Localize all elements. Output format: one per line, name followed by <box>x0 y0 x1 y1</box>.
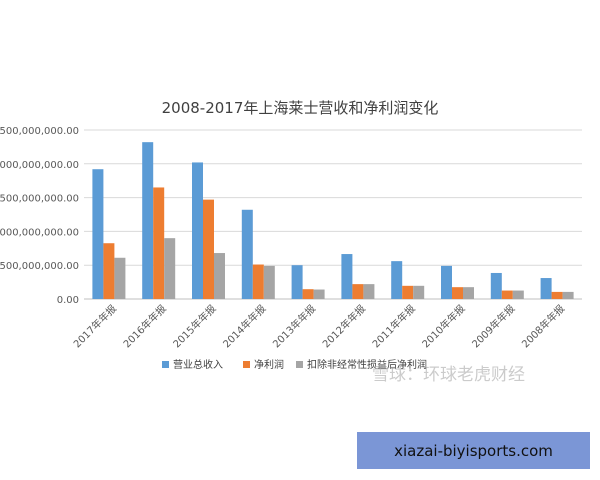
bar <box>103 243 115 299</box>
watermark: 雪球：环球老虎财经 <box>372 365 525 385</box>
legend-swatch <box>296 361 303 368</box>
bar <box>203 199 214 299</box>
bar <box>501 290 513 299</box>
bar <box>562 291 574 299</box>
x-tick-label: 2017年年报 <box>71 302 119 350</box>
bar <box>192 162 203 299</box>
bar <box>153 187 165 299</box>
y-tick-label: 0.00 <box>57 295 79 306</box>
x-tick-label: 2008年年报 <box>519 302 567 350</box>
bar <box>363 284 375 299</box>
legend-label: 净利润 <box>254 358 284 371</box>
legend-swatch <box>243 361 250 368</box>
bar <box>302 289 314 299</box>
bar <box>263 265 275 299</box>
x-tick-label: 2012年年报 <box>320 302 368 350</box>
bar <box>452 287 463 299</box>
bar <box>402 285 414 299</box>
y-tick-label: 1,000,000,000.00 <box>0 227 79 238</box>
bar <box>463 287 474 299</box>
bar <box>241 209 253 299</box>
bar <box>391 261 403 299</box>
x-tick-label: 2011年年报 <box>369 302 417 350</box>
bar <box>341 254 353 299</box>
x-tick-label: 2014年年报 <box>220 302 268 350</box>
bar <box>291 265 303 299</box>
x-tick-label: 2016年年报 <box>120 302 168 350</box>
bar <box>413 285 425 299</box>
bars <box>92 142 574 299</box>
x-tick-label: 2009年年报 <box>469 302 517 350</box>
legend-label: 扣除非经常性损益后净利润 <box>307 358 427 371</box>
bar <box>142 142 154 299</box>
y-tick-label: 1,500,000,000.00 <box>0 194 79 205</box>
y-tick-label: 2,500,000,000.00 <box>0 126 79 137</box>
bar <box>313 289 325 299</box>
bar <box>352 284 364 299</box>
bar <box>92 169 104 299</box>
x-tick-label: 2010年年报 <box>419 302 467 350</box>
bar <box>441 265 452 299</box>
chart-title: 2008-2017年上海莱士营收和净利润变化 <box>162 99 439 117</box>
bar <box>114 257 126 299</box>
x-tick-label: 2015年年报 <box>170 302 218 350</box>
bar <box>164 238 176 299</box>
y-tick-label: 2,000,000,000.00 <box>0 160 79 171</box>
legend: 营业总收入 净利润 扣除非经常性损益后净利润 <box>162 358 427 371</box>
legend-label: 营业总收入 <box>173 358 223 371</box>
legend-swatch <box>162 361 169 368</box>
y-axis: 0.00 500,000,000.00 1,000,000,000.00 1,500,… <box>0 126 79 306</box>
x-axis: 2017年年报 2016年年报 2015年年报 2014年年报 2013年年报 2012年… <box>71 302 568 350</box>
bar <box>551 291 563 299</box>
bar <box>252 264 264 299</box>
source-banner: xiazai-biyisports.com <box>357 432 590 469</box>
y-tick-label: 500,000,000.00 <box>0 261 79 272</box>
x-tick-label: 2013年年报 <box>270 302 318 350</box>
bar <box>214 253 225 299</box>
bar <box>512 290 524 299</box>
bar <box>490 272 502 299</box>
bar <box>540 278 552 299</box>
